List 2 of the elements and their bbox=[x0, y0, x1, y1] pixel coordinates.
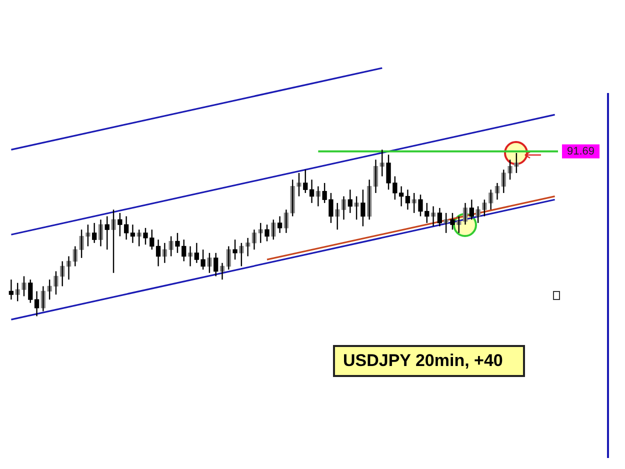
text: 91.69 bbox=[567, 145, 595, 158]
text: USDJPY 20min, +40 bbox=[333, 345, 525, 377]
